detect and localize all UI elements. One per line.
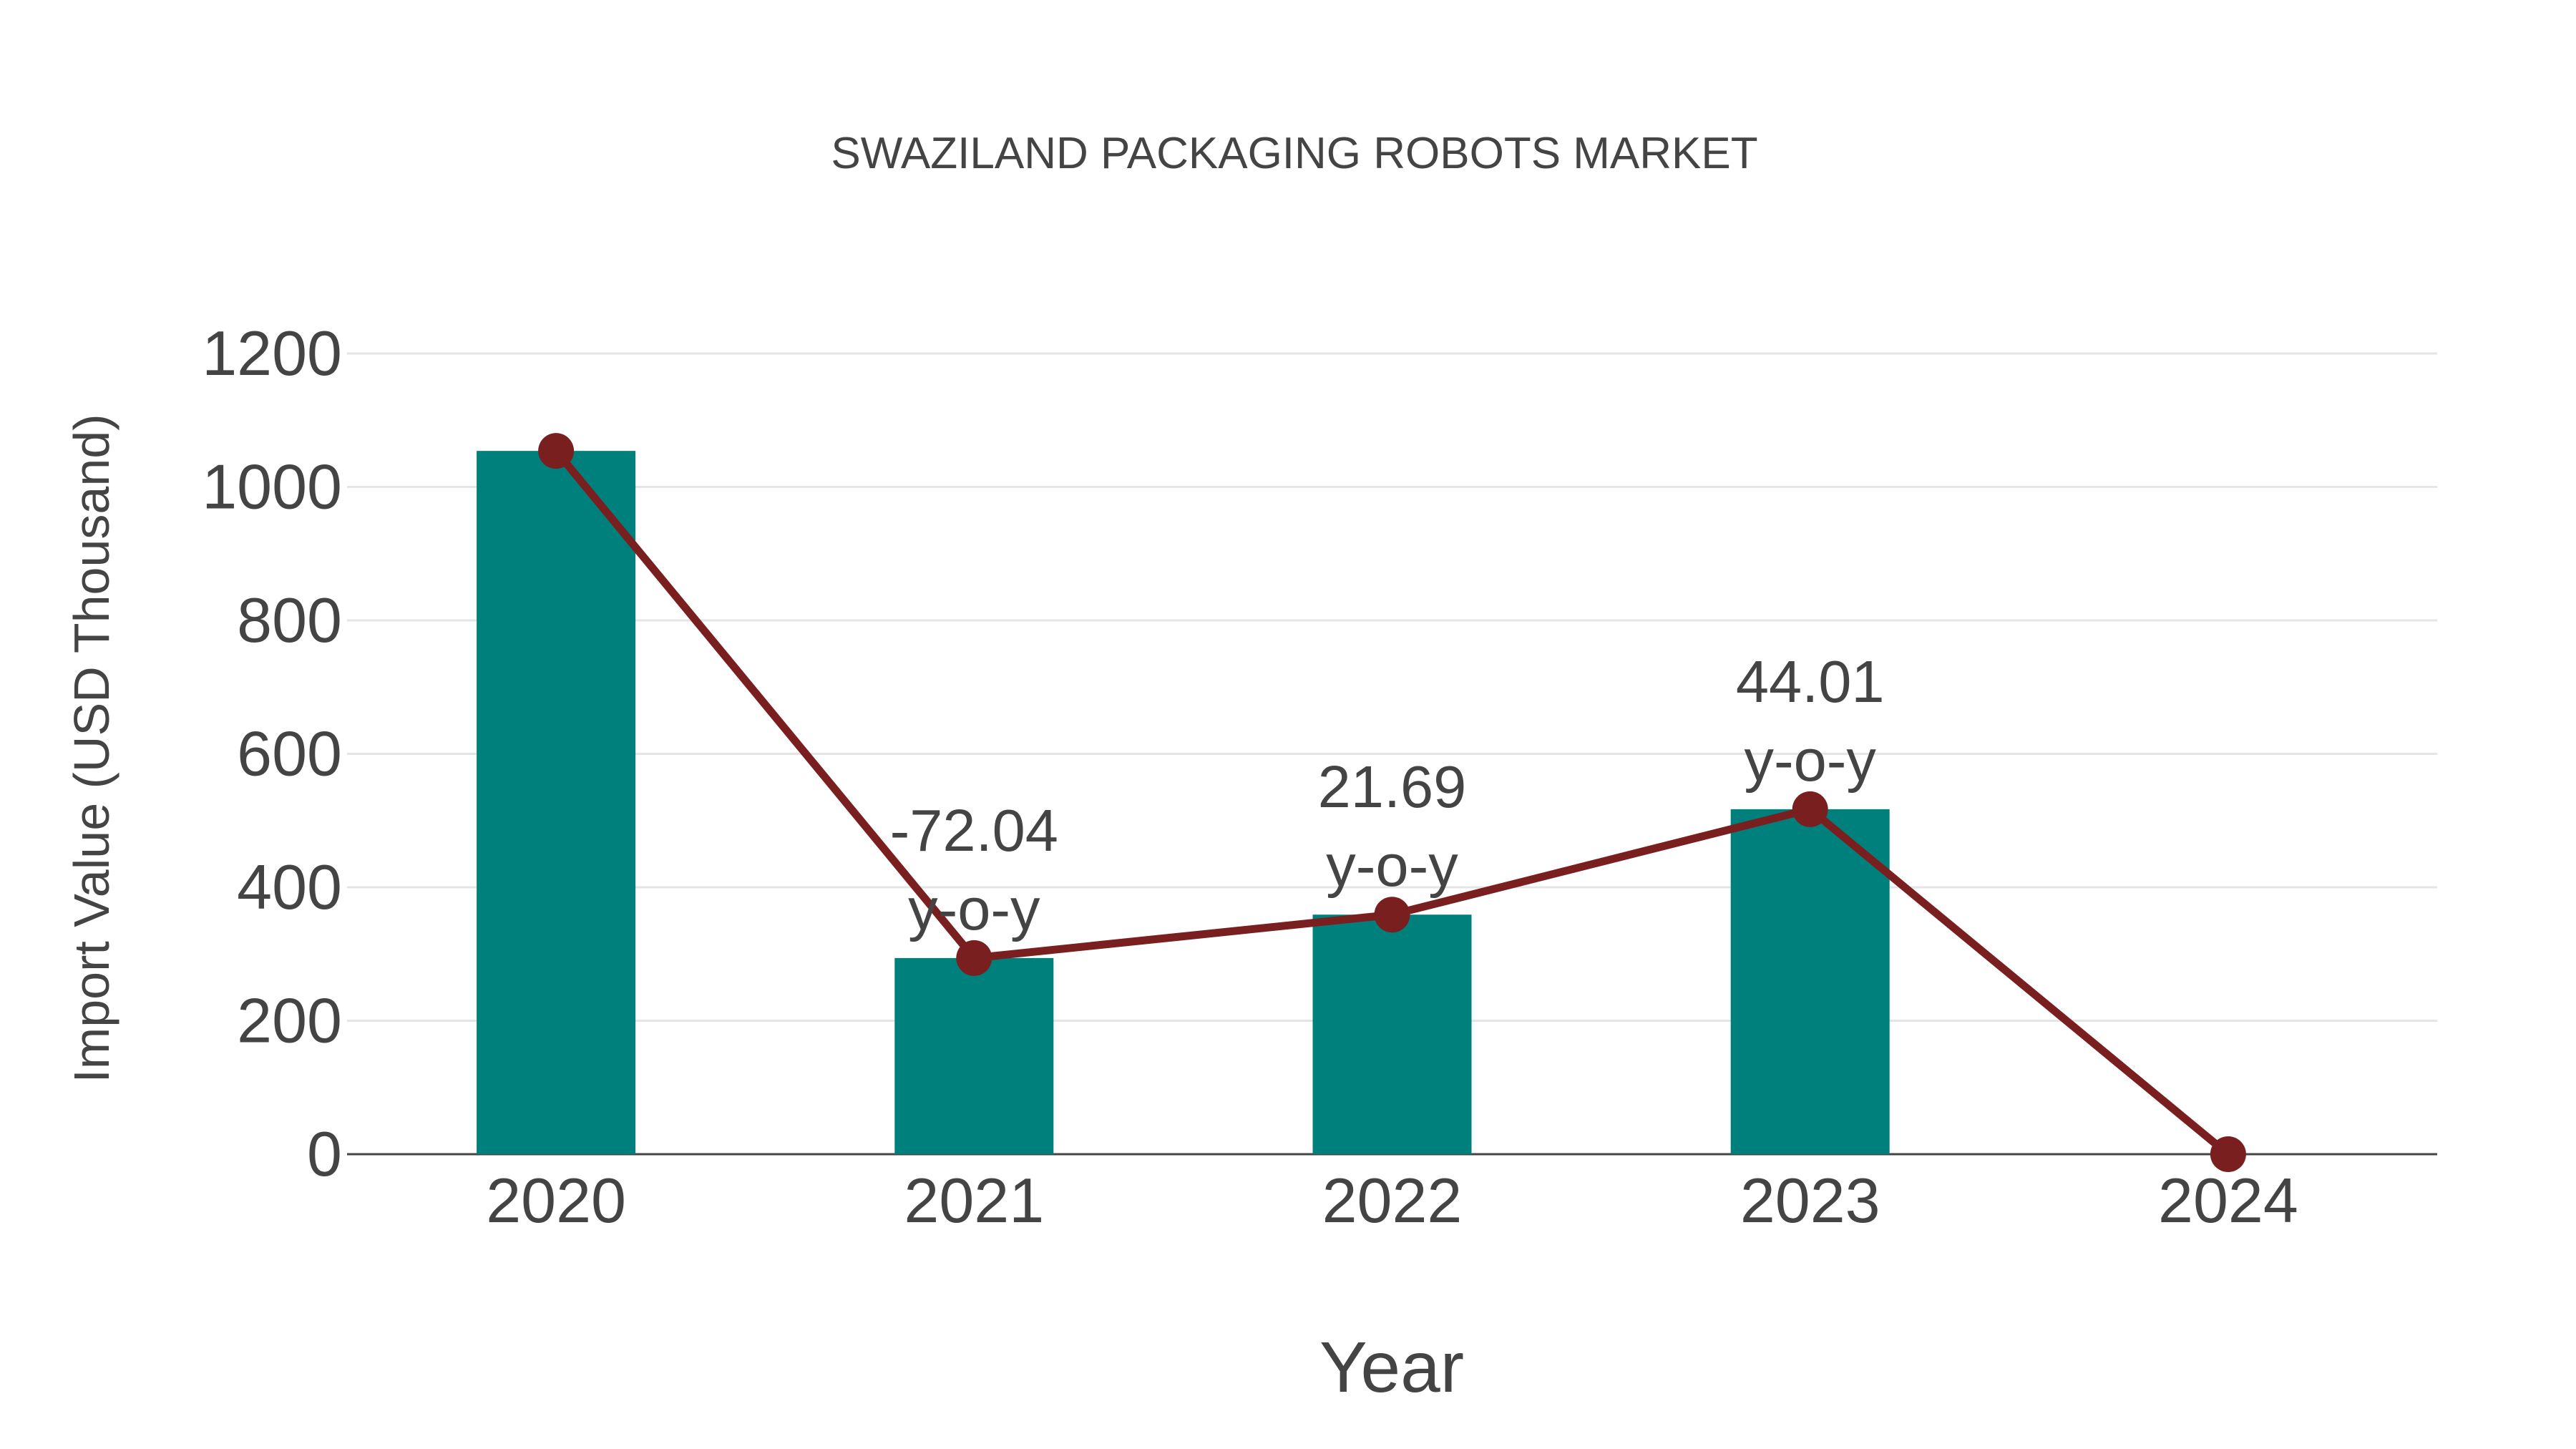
line-point bbox=[2210, 1136, 2246, 1172]
bar bbox=[1730, 809, 1890, 1154]
x-tick-label: 2021 bbox=[904, 1165, 1044, 1236]
annotation-suffix: y-o-y bbox=[1326, 832, 1458, 899]
y-tick-label: 400 bbox=[237, 852, 342, 922]
y-axis-title: Import Value (USD Thousand) bbox=[64, 414, 119, 1083]
line-point bbox=[538, 433, 575, 469]
annotation-suffix: y-o-y bbox=[908, 876, 1040, 942]
y-tick-label: 600 bbox=[237, 718, 342, 789]
annotation-suffix: y-o-y bbox=[1744, 727, 1876, 794]
x-tick-label: 2023 bbox=[1740, 1165, 1880, 1236]
bar bbox=[1312, 914, 1472, 1154]
x-tick-label: 2022 bbox=[1322, 1165, 1463, 1236]
x-ticks-layer: 2020 2021 2022 2023 2024 bbox=[486, 1165, 2298, 1236]
y-tick-label: 1200 bbox=[202, 318, 342, 389]
y-ticks-layer: 0 200 400 600 800 1000 1200 bbox=[202, 318, 342, 1189]
x-tick-label: 2024 bbox=[2158, 1165, 2298, 1236]
line-point bbox=[1374, 897, 1410, 933]
annotations-layer: -72.04 y-o-y 21.69 y-o-y 44.01 y-o-y bbox=[890, 648, 1885, 942]
x-tick-label: 2020 bbox=[486, 1165, 626, 1236]
y-tick-label: 800 bbox=[237, 585, 342, 655]
y-tick-label: 1000 bbox=[202, 452, 342, 522]
y-tick-label: 0 bbox=[307, 1118, 342, 1189]
annotation-value: 44.01 bbox=[1736, 648, 1885, 715]
annotation-value: -72.04 bbox=[890, 797, 1058, 864]
bar bbox=[894, 957, 1054, 1154]
y-tick-label: 200 bbox=[237, 985, 342, 1056]
line-point bbox=[956, 940, 992, 976]
chart-title: SWAZILAND PACKAGING ROBOTS MARKET bbox=[831, 129, 1757, 178]
line-layer bbox=[538, 433, 2246, 1172]
line-point bbox=[1792, 791, 1828, 827]
bar bbox=[477, 451, 636, 1154]
x-axis-title: Year bbox=[1319, 1327, 1464, 1407]
annotation-value: 21.69 bbox=[1318, 753, 1467, 820]
bars-layer bbox=[477, 451, 1890, 1154]
